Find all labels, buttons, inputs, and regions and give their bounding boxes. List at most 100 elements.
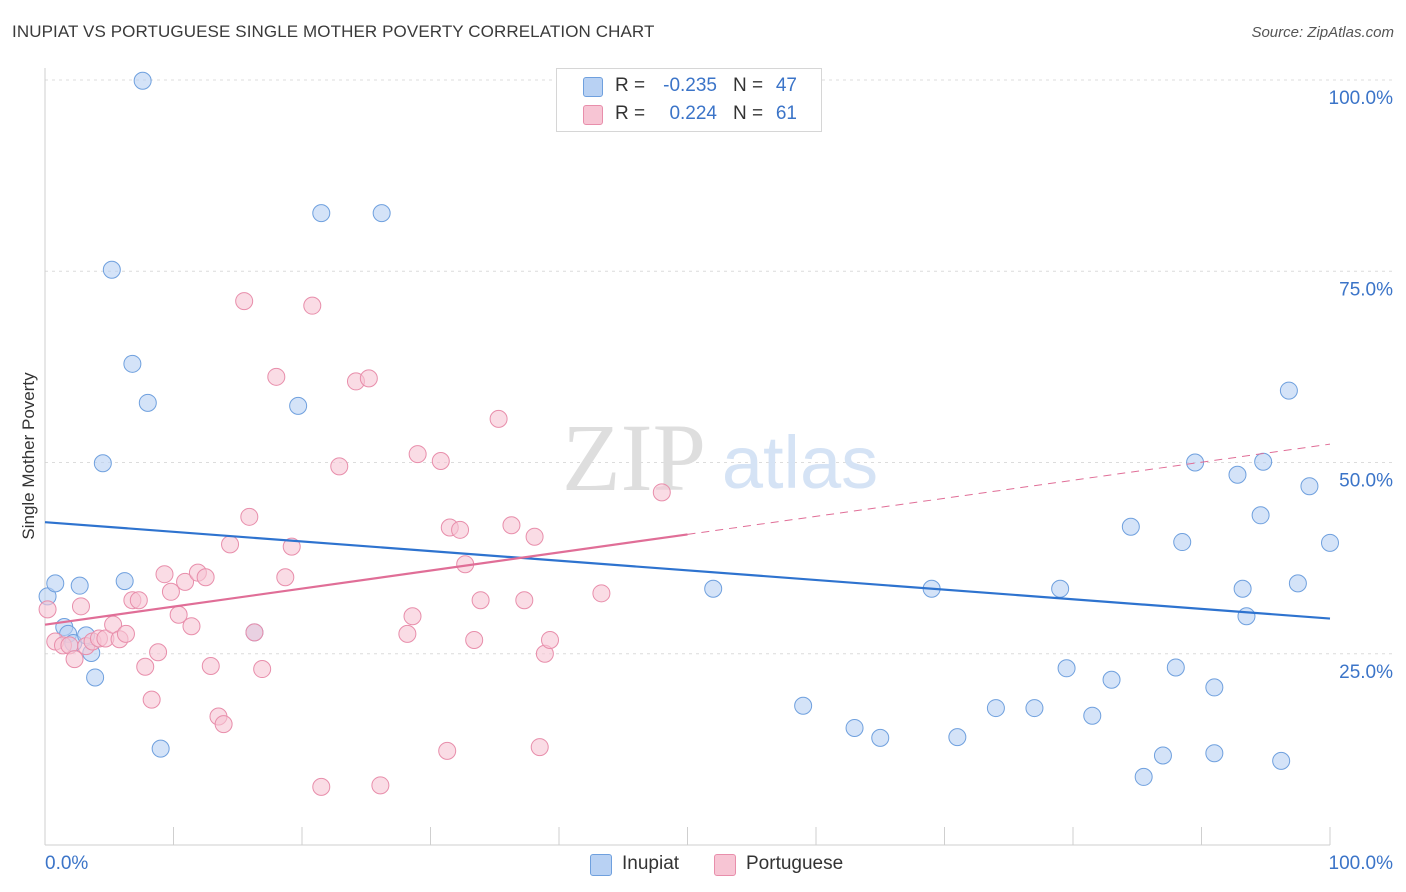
inupiat-point	[1121, 517, 1140, 536]
inupiat-point	[1057, 659, 1076, 678]
portuguese-point	[303, 296, 322, 315]
inupiat-point	[1102, 670, 1121, 689]
trend-line-portuguese	[44, 533, 688, 626]
inupiat-point	[1254, 452, 1273, 471]
portuguese-point	[282, 537, 301, 556]
portuguese-point	[465, 630, 484, 649]
portuguese-point	[129, 591, 148, 610]
inupiat-point	[1279, 381, 1298, 400]
y-tick-label: 100.0%	[1329, 88, 1394, 109]
portuguese-point	[312, 777, 331, 796]
portuguese-point	[116, 624, 135, 643]
legend-row-portuguese: R = 0.224 N = 61	[557, 100, 821, 128]
portuguese-point	[149, 643, 168, 662]
inupiat-point	[1321, 533, 1339, 552]
series-inupiat-points	[38, 71, 1339, 786]
inupiat-point	[133, 71, 152, 90]
inupiat-point	[845, 718, 864, 737]
portuguese-point	[253, 660, 272, 679]
inupiat-point	[1205, 678, 1224, 697]
inupiat-legend-label: Inupiat	[622, 853, 680, 874]
inupiat-point	[1251, 506, 1270, 525]
inupiat-point	[86, 668, 105, 687]
portuguese-point	[371, 776, 390, 795]
portuguese-point	[38, 600, 57, 619]
portuguese-point	[403, 607, 422, 626]
trend-lines	[44, 443, 1331, 626]
legend-n-value: 47	[775, 75, 797, 96]
inupiat-point	[1237, 607, 1256, 626]
portuguese-point	[142, 690, 161, 709]
inupiat-point	[1186, 453, 1205, 472]
portuguese-point	[541, 630, 560, 649]
portuguese-point	[136, 657, 155, 676]
inupiat-point	[123, 354, 142, 373]
inupiat-point	[102, 260, 121, 279]
portuguese-point	[431, 451, 450, 470]
series-portuguese-points	[38, 292, 671, 796]
x-tick-label: 100.0%	[1329, 853, 1394, 874]
portuguese-point	[155, 565, 174, 584]
y-tick-label: 75.0%	[1339, 279, 1393, 300]
inupiat-point	[1288, 574, 1307, 593]
inupiat-point	[1025, 699, 1044, 718]
inupiat-point	[46, 574, 65, 593]
trend-line-portuguese-extension	[687, 443, 1331, 535]
inupiat-point	[1051, 579, 1070, 598]
inupiat-point	[704, 579, 723, 598]
legend-row-inupiat: R = -0.235 N = 47	[557, 72, 821, 100]
portuguese-legend-label: Portuguese	[746, 853, 844, 874]
portuguese-point	[592, 584, 611, 603]
inupiat-point	[1166, 658, 1185, 677]
y-tick-label: 50.0%	[1339, 471, 1393, 492]
portuguese-point	[182, 617, 201, 636]
inupiat-point	[871, 728, 890, 747]
legend-n-label: N =	[733, 103, 764, 124]
inupiat-point	[70, 576, 89, 595]
portuguese-point	[201, 656, 220, 675]
source-credit: Source: ZipAtlas.com	[1251, 24, 1394, 41]
portuguese-point	[276, 568, 295, 587]
inupiat-point	[1134, 767, 1153, 786]
inupiat-point	[1272, 751, 1291, 770]
inupiat-point	[1228, 465, 1247, 484]
legend-n-value: 61	[775, 103, 797, 124]
watermark-atlas: atlas	[722, 421, 878, 504]
portuguese-point	[71, 597, 90, 616]
portuguese-point	[451, 520, 470, 539]
watermark: ZIP atlas	[562, 404, 878, 511]
inupiat-point	[794, 696, 813, 715]
inupiat-point	[1300, 477, 1319, 496]
inupiat-point	[151, 739, 170, 758]
inupiat-swatch	[583, 77, 603, 97]
grid-lines	[45, 79, 1392, 655]
portuguese-point	[515, 591, 534, 610]
portuguese-point	[196, 568, 215, 587]
portuguese-point	[240, 507, 259, 526]
inupiat-point	[312, 204, 331, 223]
y-tick-label: 25.0%	[1339, 662, 1393, 683]
portuguese-point	[235, 292, 254, 311]
legend-r-label: R =	[615, 103, 646, 124]
inupiat-point	[1233, 579, 1252, 598]
correlation-legend: R = -0.235 N = 47 R = 0.224 N = 61	[556, 68, 822, 132]
x-axis-tick-labels: 0.0% 100.0%	[45, 853, 1393, 874]
watermark-zip: ZIP	[562, 404, 706, 511]
portuguese-point	[652, 483, 671, 502]
portuguese-point	[161, 582, 180, 601]
chart-title: INUPIAT VS PORTUGUESE SINGLE MOTHER POVE…	[12, 22, 655, 41]
portuguese-point	[525, 527, 544, 546]
portuguese-point	[330, 457, 349, 476]
inupiat-point	[1083, 706, 1102, 725]
legend-r-value: -0.235	[663, 75, 717, 96]
trend-line-inupiat	[44, 521, 1331, 620]
portuguese-point	[359, 369, 378, 388]
inupiat-legend-swatch	[590, 854, 612, 876]
inupiat-point	[138, 393, 157, 412]
inupiat-point	[93, 454, 112, 473]
portuguese-point	[408, 445, 427, 464]
portuguese-point	[267, 367, 286, 386]
inupiat-point	[115, 572, 134, 591]
inupiat-point	[289, 396, 308, 415]
